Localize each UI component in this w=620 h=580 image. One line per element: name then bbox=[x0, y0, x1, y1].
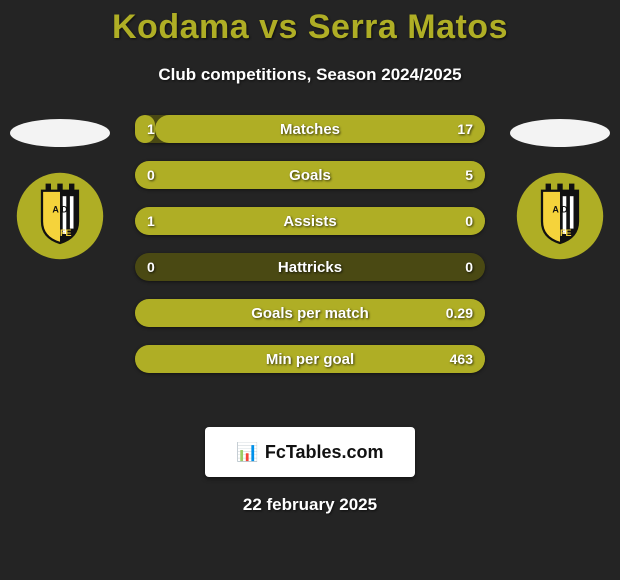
page-title: Kodama vs Serra Matos bbox=[0, 0, 620, 47]
svg-text:FAFE: FAFE bbox=[48, 228, 71, 238]
stat-label: Hattricks bbox=[135, 253, 485, 281]
svg-text:A D: A D bbox=[552, 204, 568, 214]
stat-bar: 117Matches bbox=[135, 115, 485, 143]
stat-label: Goals per match bbox=[135, 299, 485, 327]
subtitle: Club competitions, Season 2024/2025 bbox=[0, 65, 620, 85]
right-club-badge: A D FAFE bbox=[515, 171, 605, 261]
right-ellipse bbox=[510, 119, 610, 147]
stat-label: Goals bbox=[135, 161, 485, 189]
chart-icon: 📊 bbox=[236, 443, 258, 461]
left-ellipse bbox=[10, 119, 110, 147]
date-line: 22 february 2025 bbox=[0, 495, 620, 515]
stat-label: Min per goal bbox=[135, 345, 485, 373]
stat-bar: 0.29Goals per match bbox=[135, 299, 485, 327]
stat-bar: 463Min per goal bbox=[135, 345, 485, 373]
stat-bar: 05Goals bbox=[135, 161, 485, 189]
stat-bar: 10Assists bbox=[135, 207, 485, 235]
stat-bar: 00Hattricks bbox=[135, 253, 485, 281]
svg-text:A D: A D bbox=[52, 204, 68, 214]
comparison-stage: A D FAFE A D FAFE 117Matches 05Goals 10Ass… bbox=[0, 115, 620, 405]
svg-text:FAFE: FAFE bbox=[548, 228, 571, 238]
stat-label: Matches bbox=[135, 115, 485, 143]
stat-label: Assists bbox=[135, 207, 485, 235]
brand-box: 📊 FcTables.com bbox=[205, 427, 415, 477]
brand-text: FcTables.com bbox=[265, 442, 384, 463]
stat-bars: 117Matches 05Goals 10Assists 00Hattricks 0.2… bbox=[135, 115, 485, 373]
left-club-badge: A D FAFE bbox=[15, 171, 105, 261]
